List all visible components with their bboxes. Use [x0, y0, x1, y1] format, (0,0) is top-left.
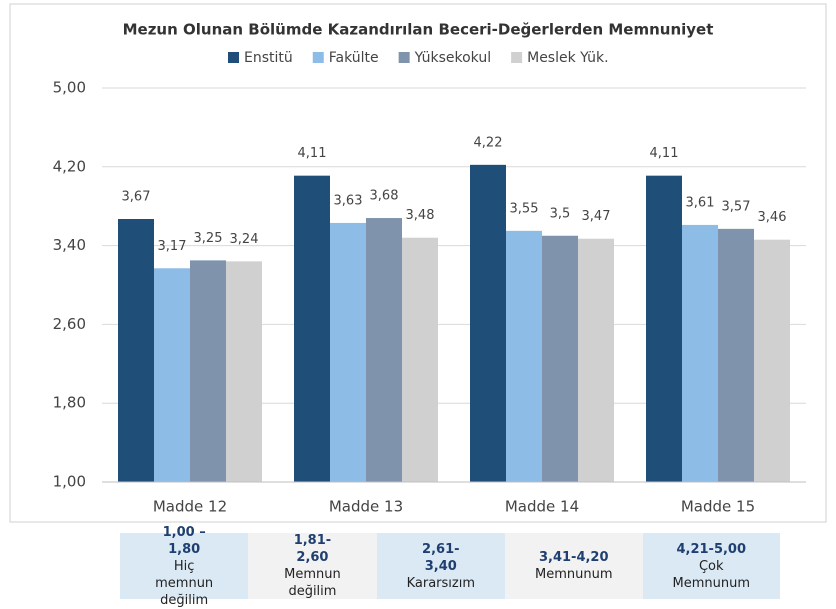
- legend-label: Fakülte: [329, 50, 379, 66]
- y-tick-label: 5,00: [53, 79, 86, 97]
- scale-label: Memnunum: [535, 567, 613, 582]
- value-label: 3,55: [510, 201, 539, 216]
- legend-swatch: [228, 52, 239, 63]
- scale-label: Memnun değilim: [284, 567, 341, 599]
- bar: [190, 260, 226, 482]
- bar: [118, 219, 154, 482]
- chart-title: Mezun Olunan Bölümde Kazandırılan Beceri…: [123, 21, 714, 39]
- y-tick-label: 1,00: [53, 473, 86, 491]
- scale-cell: 1,00 –1,80 Hiç memnun değilim: [120, 525, 249, 608]
- scale-cell: 2,61-3,40 Kararsızım: [376, 533, 505, 599]
- value-label: 3,5: [550, 206, 571, 221]
- scale-range: 2,61-3,40: [422, 541, 460, 574]
- scale-label: Hiç memnun değilim: [155, 558, 214, 608]
- value-label: 3,57: [722, 199, 751, 214]
- bar: [366, 218, 402, 482]
- value-label: 4,11: [650, 146, 679, 161]
- bar: [294, 175, 330, 483]
- bar: [578, 238, 614, 482]
- scale-cell: 1,81-2,60 Memnun değilim: [248, 533, 377, 599]
- bar: [330, 222, 366, 482]
- scale-cell: 4,21-5,00 Çok Memnunum: [642, 533, 780, 599]
- legend-swatch: [312, 52, 324, 63]
- legend-label: Meslek Yük.: [527, 50, 608, 66]
- chart: Mezun Olunan Bölümde Kazandırılan Beceri…: [9, 3, 827, 523]
- legend-label: Enstitü: [244, 50, 293, 66]
- bar: [682, 224, 718, 483]
- x-tick-label: Madde 14: [505, 498, 579, 516]
- legend-label: Yüksekokul: [414, 50, 491, 66]
- y-tick-label: 1,80: [53, 394, 86, 412]
- legend-swatch: [511, 52, 523, 63]
- bar: [542, 235, 578, 482]
- x-tick-label: Madde 15: [681, 498, 755, 516]
- value-label: 3,61: [686, 195, 715, 210]
- scale-range: 1,81-2,60: [293, 533, 332, 565]
- value-label: 3,47: [582, 209, 611, 224]
- value-label: 3,63: [334, 193, 363, 208]
- scale-label: Kararsızım: [406, 575, 475, 591]
- scale-table: 1,00 –1,80 Hiç memnun değilim 1,81-2,60 Mem…: [120, 525, 780, 608]
- legend-swatch: [398, 52, 410, 63]
- value-label: 4,11: [298, 146, 327, 161]
- bar: [154, 268, 190, 482]
- value-label: 3,48: [406, 208, 435, 223]
- value-label: 3,67: [122, 190, 151, 205]
- value-label: 4,22: [474, 135, 503, 150]
- bar: [506, 230, 542, 482]
- scale-range: 3,41-4,20: [538, 550, 609, 565]
- x-tick-label: Madde 13: [329, 498, 403, 516]
- value-label: 3,46: [758, 210, 787, 225]
- bar: [402, 237, 438, 482]
- bar: [718, 228, 754, 482]
- bar: [754, 239, 790, 482]
- value-label: 3,25: [194, 231, 223, 246]
- y-tick-label: 3,40: [53, 236, 86, 254]
- value-label: 3,24: [230, 232, 259, 247]
- value-label: 3,17: [158, 239, 187, 254]
- value-label: 3,68: [370, 189, 399, 204]
- y-tick-label: 2,60: [53, 315, 86, 333]
- bar: [646, 175, 682, 483]
- bar: [226, 261, 262, 482]
- bar: [470, 164, 506, 482]
- y-tick-label: 4,20: [53, 157, 86, 175]
- x-tick-label: Madde 12: [153, 498, 227, 516]
- scale-range: 1,00 –1,80: [162, 524, 206, 557]
- scale-label: Çok Memnunum: [672, 558, 751, 591]
- scale-range: 4,21-5,00: [676, 541, 747, 557]
- scale-cell: 3,41-4,20 Memnunum: [505, 533, 643, 599]
